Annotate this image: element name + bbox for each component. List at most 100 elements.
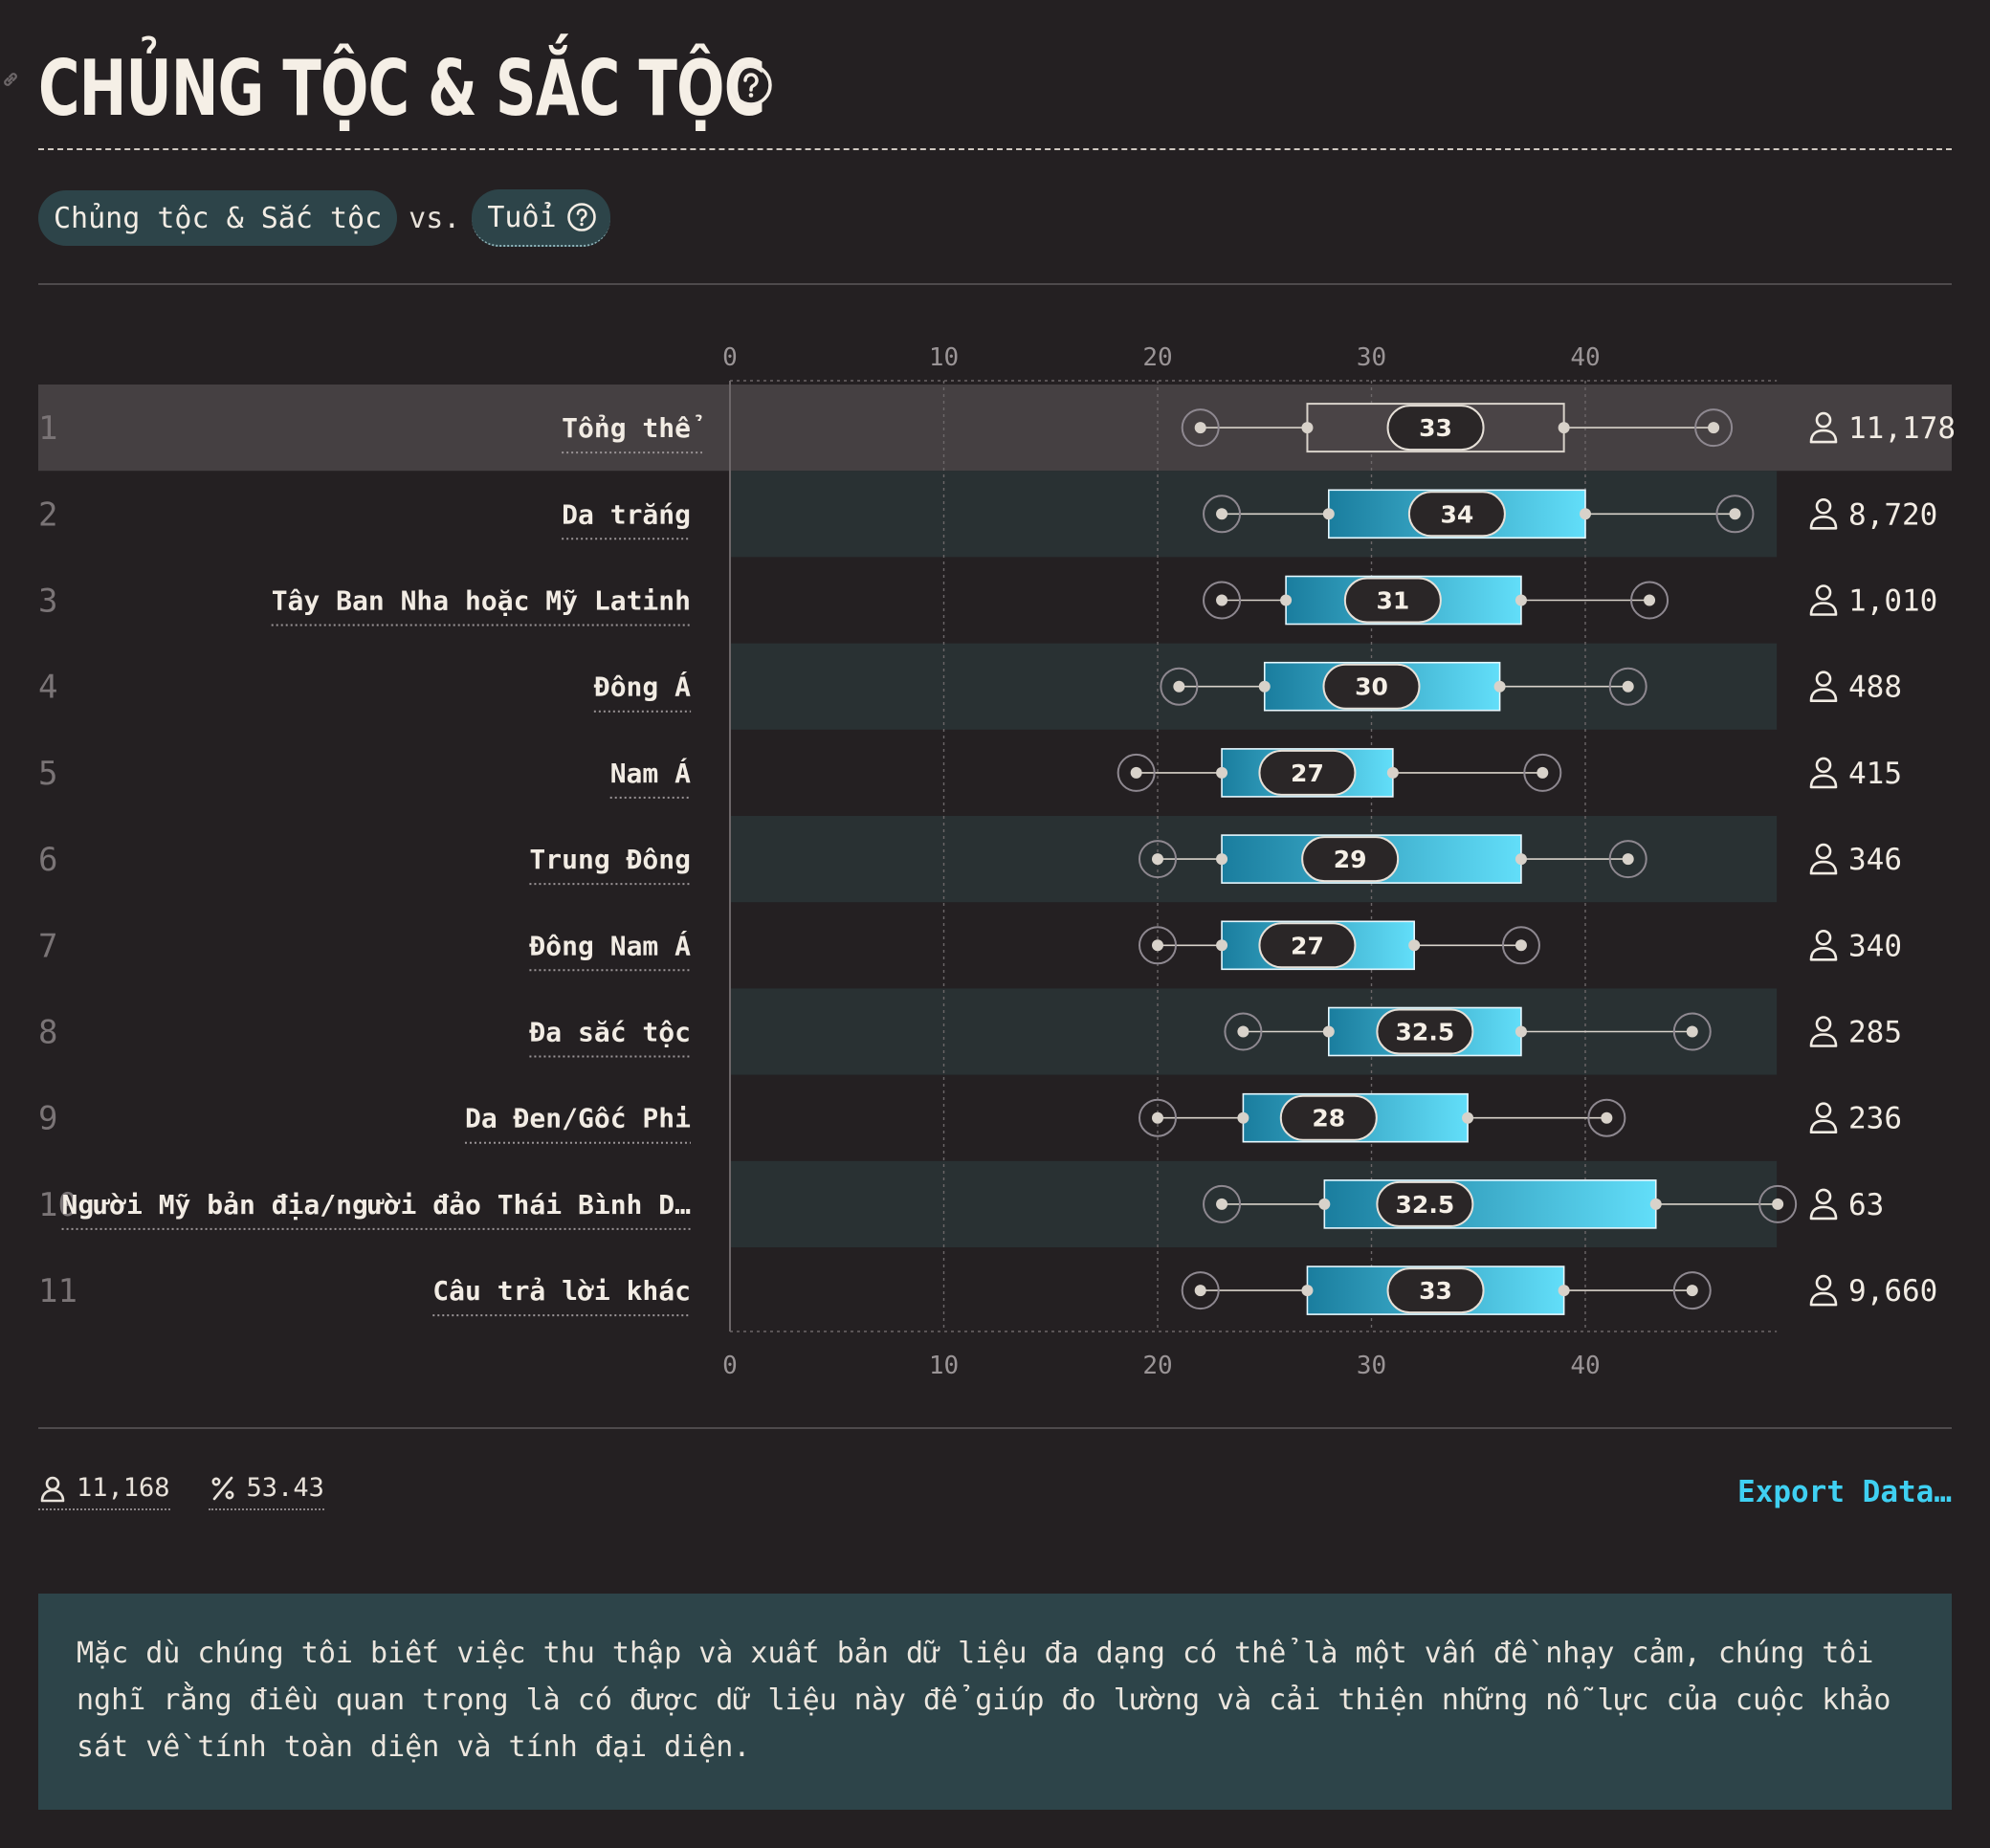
- whisker-end-dot: [1173, 680, 1185, 693]
- person-icon: [1809, 843, 1838, 875]
- whisker-end-ring[interactable]: [1630, 581, 1669, 620]
- median-label: 28: [1312, 1105, 1345, 1133]
- median-pill[interactable]: [1386, 405, 1485, 451]
- whisker-end-ring[interactable]: [1139, 840, 1177, 879]
- whisker-end-dot: [1686, 1025, 1698, 1038]
- row-rank: 6: [38, 841, 57, 879]
- row-label[interactable]: Tổng thể: [562, 412, 702, 444]
- row-label[interactable]: Da Đen/Gốc Phi: [465, 1103, 691, 1134]
- quartile-dot: [1558, 1285, 1570, 1297]
- row-label[interactable]: Trung Đông: [529, 844, 691, 875]
- median-pill[interactable]: [1322, 663, 1421, 710]
- median-pill[interactable]: [1258, 922, 1357, 969]
- respondent-total[interactable]: 11,168: [38, 1473, 170, 1510]
- whisker-end-ring[interactable]: [1139, 1098, 1177, 1137]
- iqr-box[interactable]: [1323, 1179, 1657, 1229]
- whisker-end-ring[interactable]: [1758, 1184, 1798, 1223]
- whisker-end-ring[interactable]: [1203, 495, 1242, 534]
- x-tick-label-bottom: 20: [1142, 1352, 1172, 1380]
- row-label[interactable]: Đông Á: [594, 671, 691, 703]
- whisker-end-ring[interactable]: [1694, 408, 1734, 448]
- x-tick-label-bottom: 0: [722, 1352, 738, 1380]
- respondent-total-value: 11,168: [77, 1473, 170, 1503]
- person-icon: [1809, 497, 1838, 530]
- whisker-end-dot: [1601, 1111, 1613, 1124]
- person-icon: [1809, 929, 1838, 961]
- comparison-selector: Chủng tộc & Sắc tộc vs. Tuổi: [38, 189, 610, 247]
- whisker-end-ring[interactable]: [1181, 1271, 1220, 1310]
- whisker-end-dot: [1622, 853, 1634, 866]
- whisker-end-dot: [1216, 594, 1228, 606]
- category-pill-label: Chủng tộc & Sắc tộc: [54, 201, 383, 235]
- whisker-end-dot: [1130, 766, 1142, 779]
- whisker-end-ring[interactable]: [1181, 408, 1220, 448]
- median-pill[interactable]: [1279, 1094, 1378, 1141]
- x-tick-label-top: 40: [1570, 343, 1600, 372]
- row-rank: 10: [38, 1186, 77, 1224]
- quartile-dot: [1386, 766, 1399, 779]
- quartile-dot: [1301, 422, 1314, 434]
- median-label: 27: [1291, 932, 1324, 959]
- whisker-end-ring[interactable]: [1587, 1098, 1626, 1137]
- row-count: 236: [1848, 1102, 1902, 1136]
- whisker-end-ring[interactable]: [1672, 1012, 1712, 1051]
- person-icon: [1809, 1274, 1838, 1307]
- whisker-end-dot: [1194, 1285, 1206, 1297]
- row-label[interactable]: Người Mỹ bản địa/người đảo Thái Bình D…: [62, 1189, 692, 1221]
- row-rank: 9: [38, 1100, 57, 1138]
- median-pill[interactable]: [1258, 749, 1357, 796]
- row-count: 8,720: [1848, 497, 1937, 532]
- chart-bottom-divider: [38, 1427, 1952, 1429]
- percent-total[interactable]: 53.43: [208, 1473, 324, 1510]
- median-pill[interactable]: [1407, 491, 1506, 538]
- help-circle-icon[interactable]: [729, 63, 773, 107]
- median-pill[interactable]: [1343, 577, 1442, 624]
- median-label: 27: [1291, 759, 1324, 787]
- person-icon: [1809, 1016, 1838, 1047]
- median-pill[interactable]: [1376, 1008, 1474, 1055]
- percent-icon: [211, 1476, 234, 1500]
- row-count: 415: [1848, 757, 1902, 791]
- row-label[interactable]: Câu trả lời khác: [432, 1275, 691, 1307]
- median-pill[interactable]: [1376, 1180, 1474, 1227]
- x-tick-label-top: 0: [722, 343, 738, 372]
- row-count: 9,660: [1848, 1274, 1937, 1309]
- export-data-link[interactable]: Export Data…: [1737, 1475, 1952, 1509]
- category-pill[interactable]: Chủng tộc & Sắc tộc: [38, 190, 398, 246]
- help-circle-icon[interactable]: [566, 202, 597, 232]
- whisker-end-ring[interactable]: [1203, 1184, 1242, 1223]
- person-icon: [1809, 584, 1838, 616]
- metric-pill[interactable]: Tuổi: [472, 189, 610, 247]
- whisker-end-ring[interactable]: [1672, 1271, 1712, 1310]
- whisker-end-ring[interactable]: [1608, 840, 1647, 879]
- whisker-end-dot: [1152, 853, 1163, 866]
- row-count: 11,178: [1848, 411, 1956, 446]
- whisker-end-ring[interactable]: [1139, 926, 1177, 965]
- quartile-dot: [1318, 1198, 1331, 1210]
- whisker-end-ring[interactable]: [1160, 667, 1199, 706]
- whisker-end-ring[interactable]: [1523, 753, 1562, 792]
- person-icon: [1809, 757, 1838, 789]
- median-pill[interactable]: [1301, 836, 1400, 883]
- row-rank: 2: [38, 495, 57, 534]
- age-boxplot-chart: 0 0 10 10 20 20 30 30 40 40 1 Tổng thể 33 11,178 2 Da t…: [38, 343, 1956, 1380]
- whisker-end-ring[interactable]: [1203, 581, 1242, 620]
- whisker-end-ring[interactable]: [1117, 753, 1156, 792]
- row-count: 346: [1848, 843, 1902, 877]
- link-icon[interactable]: [0, 69, 21, 90]
- quartile-dot: [1322, 508, 1335, 520]
- row-label[interactable]: Đa sắc tộc: [529, 1017, 691, 1048]
- whisker-end-ring[interactable]: [1608, 667, 1647, 706]
- median-pill[interactable]: [1386, 1267, 1485, 1314]
- row-label[interactable]: Da trắng: [562, 498, 691, 530]
- row-label[interactable]: Nam Á: [610, 757, 691, 789]
- whisker-end-ring[interactable]: [1501, 926, 1540, 965]
- row-label[interactable]: Tây Ban Nha hoặc Mỹ Latinh: [272, 585, 691, 617]
- whisker-end-ring[interactable]: [1224, 1012, 1263, 1051]
- row-rank: 7: [38, 927, 57, 965]
- row-label[interactable]: Đông Nam Á: [529, 929, 691, 961]
- row-count: 63: [1848, 1188, 1884, 1222]
- whisker-end-ring[interactable]: [1715, 495, 1755, 534]
- median-label: 29: [1334, 846, 1367, 873]
- quartile-dot: [1216, 853, 1228, 866]
